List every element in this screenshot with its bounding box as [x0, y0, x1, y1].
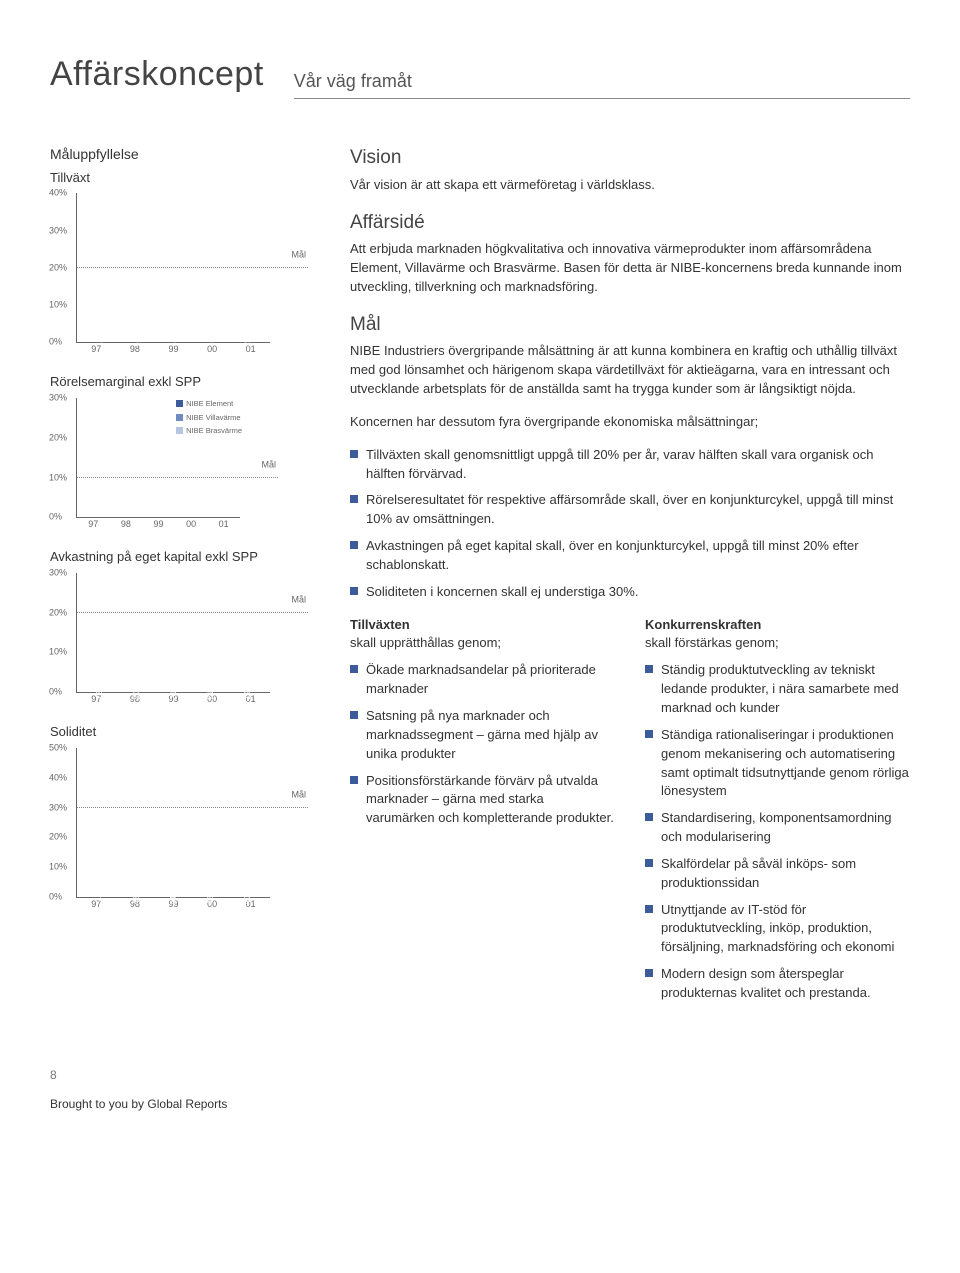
bar-value: 20.2: [131, 684, 143, 700]
bar-value: 22.3: [94, 684, 106, 700]
rorelsemarginal-chart: Rörelsemarginal exkl SPP NIBE ElementNIB…: [50, 373, 310, 518]
list-item: Ständiga rationaliseringar i produktione…: [645, 726, 910, 801]
x-tick: 97: [88, 518, 98, 531]
y-tick: 20%: [49, 831, 67, 844]
bar-value: 14: [168, 338, 180, 347]
bar-value: 43.3: [131, 889, 143, 905]
list-item: Soliditeten i koncernen skall ej underst…: [350, 583, 910, 602]
konkurrens-sub: skall förstärkas genom;: [645, 635, 779, 650]
vision-text: Vår vision är att skapa ett värmeföretag…: [350, 176, 910, 195]
list-item: Rörelseresultatet för respektive affärso…: [350, 491, 910, 529]
bar-value: 19.9: [242, 684, 254, 700]
y-tick: 10%: [49, 646, 67, 659]
tillvaxt-chart-title: Tillväxt: [50, 169, 310, 188]
tillvaxten-sub: skall upprätthållas genom;: [350, 635, 501, 650]
list-item: Ständig produktutveckling av tekniskt le…: [645, 661, 910, 718]
y-tick: 10%: [49, 861, 67, 874]
y-tick: 30%: [49, 567, 67, 580]
y-tick: 20%: [49, 261, 67, 274]
page-number: 8: [50, 1067, 910, 1084]
page-title: Affärskoncept: [50, 50, 264, 99]
y-tick: 30%: [49, 801, 67, 814]
y-tick: 0%: [49, 336, 62, 349]
x-tick: 00: [186, 518, 196, 531]
bar-value: 19: [94, 338, 106, 347]
y-tick: 10%: [49, 471, 67, 484]
avkastning-chart-title: Avkastning på eget kapital exkl SPP: [50, 548, 310, 567]
mal-bullet-list: Tillväxten skall genomsnittligt uppgå ti…: [350, 446, 910, 602]
list-item: Skalfördelar på såväl inköps- som produk…: [645, 855, 910, 893]
y-tick: 10%: [49, 299, 67, 312]
bar-value: 21.9: [168, 684, 180, 700]
y-tick: 30%: [49, 392, 67, 405]
tillvaxt-chart: Tillväxt 0%10%20%30%40%Mål97989900011940…: [50, 169, 310, 344]
x-tick: 99: [153, 518, 163, 531]
target-label: Mål: [291, 788, 306, 801]
mal-text-2: Koncernen har dessutom fyra övergripande…: [350, 413, 910, 432]
y-tick: 20%: [49, 606, 67, 619]
konkurrens-heading: Konkurrenskraften: [645, 617, 761, 632]
x-tick: 98: [121, 518, 131, 531]
mal-text-1: NIBE Industriers övergripande målsättnin…: [350, 342, 910, 399]
soliditet-chart-title: Soliditet: [50, 723, 310, 742]
list-item: Positionsförstärkande förvärv på utvalda…: [350, 772, 615, 829]
tillvaxten-bullet-list: Ökade marknadsandelar på prioriterade ma…: [350, 661, 615, 828]
bar-value: 40.8: [242, 889, 254, 905]
bar-value: 29: [242, 338, 254, 347]
list-item: Tillväxten skall genomsnittligt uppgå ti…: [350, 446, 910, 484]
affarside-text: Att erbjuda marknaden högkvalitativa och…: [350, 240, 910, 297]
y-tick: 0%: [49, 511, 62, 524]
konkurrens-bullet-list: Ständig produktutveckling av tekniskt le…: [645, 661, 910, 1003]
avkastning-chart: Avkastning på eget kapital exkl SPP 0%10…: [50, 548, 310, 693]
list-item: Ökade marknadsandelar på prioriterade ma…: [350, 661, 615, 699]
list-item: Satsning på nya marknader och marknadsse…: [350, 707, 615, 764]
list-item: Modern design som återspeglar produktern…: [645, 965, 910, 1003]
y-tick: 40%: [49, 771, 67, 784]
y-tick: 40%: [49, 187, 67, 200]
list-item: Avkastningen på eget kapital skall, över…: [350, 537, 910, 575]
soliditet-chart: Soliditet 0%10%20%30%40%50%Mål9798990001…: [50, 723, 310, 898]
subtitle: Vår väg framåt: [294, 68, 910, 94]
bar-value: 42.6: [205, 889, 217, 905]
bar-value: 44.9: [168, 889, 180, 905]
tillvaxten-heading: Tillväxten: [350, 617, 410, 632]
mal-heading: Mål: [350, 311, 910, 339]
list-item: Utnyttjande av IT-stöd för produktutveck…: [645, 901, 910, 958]
subtitle-rule: Vår väg framåt: [294, 68, 910, 99]
y-tick: 0%: [49, 890, 62, 903]
y-tick: 50%: [49, 741, 67, 754]
affarside-heading: Affärsidé: [350, 209, 910, 237]
vision-heading: Vision: [350, 144, 910, 172]
footer-note: Brought to you by Global Reports: [50, 1096, 910, 1113]
target-label: Mål: [291, 593, 306, 606]
bar-value: 12: [205, 338, 217, 347]
left-section-heading: Måluppfyllelse: [50, 144, 310, 164]
target-label: Mål: [291, 248, 306, 261]
x-tick: 01: [219, 518, 229, 531]
y-tick: 30%: [49, 224, 67, 237]
bar-value: 47: [94, 893, 106, 902]
list-item: Standardisering, komponentsamordning och…: [645, 809, 910, 847]
y-tick: 20%: [49, 431, 67, 444]
target-label: Mål: [261, 458, 276, 471]
y-tick: 0%: [49, 686, 62, 699]
bar-value: 40: [131, 338, 143, 347]
bar-value: 21.3: [205, 684, 217, 700]
rorelsemarginal-chart-title: Rörelsemarginal exkl SPP: [50, 373, 310, 392]
